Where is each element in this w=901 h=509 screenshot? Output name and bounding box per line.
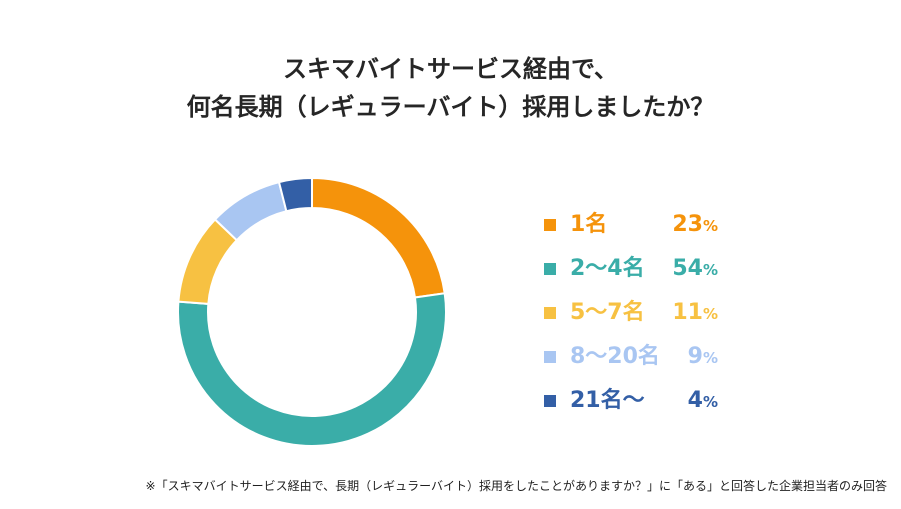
legend-label: 5〜7名 — [570, 300, 645, 325]
legend-label: 8〜20名 — [570, 344, 660, 369]
legend-label: 21名〜 — [570, 388, 645, 413]
donut-slice-2 — [177, 292, 447, 448]
chart-legend: 1名 23% 2〜4名 54% 5〜7名 11% 8〜20名 9% 21名〜 4% — [538, 206, 738, 426]
chart-title-line-1: スキマバイトサービス経由で、 — [282, 55, 619, 83]
legend-label: 1名 — [570, 212, 608, 237]
chart-title-line-2: 何名長期（レギュラーバイト）採用しましたか？ — [186, 93, 715, 121]
legend-value: 23% — [672, 212, 718, 237]
legend-label: 2〜4名 — [570, 256, 645, 281]
legend-swatch — [544, 263, 556, 275]
legend-value: 9% — [687, 344, 718, 369]
footnote: ※「スキマバイトサービス経由で、長期（レギュラーバイト）採用をしたことがあります… — [145, 479, 887, 493]
legend-swatch — [544, 351, 556, 363]
donut-slice-1 — [311, 176, 446, 299]
legend-swatch — [544, 219, 556, 231]
legend-item: 8〜20名 9% — [538, 338, 738, 382]
legend-item: 5〜7名 11% — [538, 294, 738, 338]
legend-swatch — [544, 395, 556, 407]
legend-value: 4% — [687, 388, 718, 413]
chart-title: スキマバイトサービス経由で、 何名長期（レギュラーバイト）採用しましたか？ — [0, 50, 901, 126]
legend-item: 2〜4名 54% — [538, 250, 738, 294]
donut-chart — [177, 176, 447, 448]
legend-item: 1名 23% — [538, 206, 738, 250]
donut-slice-5 — [277, 176, 313, 213]
legend-value: 11% — [672, 300, 718, 325]
legend-swatch — [544, 307, 556, 319]
legend-item: 21名〜 4% — [538, 382, 738, 426]
legend-value: 54% — [672, 256, 718, 281]
